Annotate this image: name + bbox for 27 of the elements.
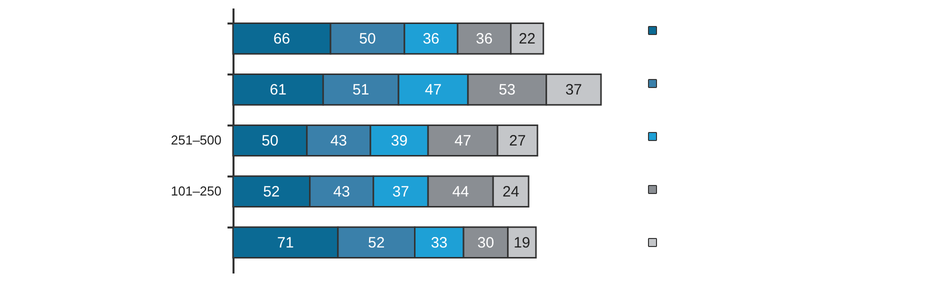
y-tick-label: 101–250 [170,183,222,198]
data-label: 24 [502,183,520,200]
data-label: 37 [392,183,410,200]
data-label: 22 [518,30,536,48]
data-label: 36 [422,30,440,48]
data-label: 71 [277,234,294,252]
data-label: 43 [333,183,350,200]
data-label: 47 [424,82,442,99]
data-label: 50 [262,132,278,150]
data-label: 52 [368,234,385,252]
data-label: 43 [330,132,348,150]
data-label: 37 [565,82,582,99]
data-label: 52 [263,183,280,200]
data-label: 51 [352,82,370,99]
data-label: 27 [509,132,526,150]
data-label: 36 [476,30,493,48]
y-tick-label: 251–500 [170,132,222,148]
data-label: 61 [270,82,286,99]
data-label: 39 [390,132,408,150]
data-label: 33 [430,234,448,252]
data-label: 30 [477,234,494,252]
data-label: 66 [273,30,290,48]
data-label: 47 [454,132,472,150]
data-label: 19 [514,234,530,252]
data-label: 50 [359,30,376,48]
data-label: 53 [498,82,516,99]
data-label: 44 [452,183,469,200]
